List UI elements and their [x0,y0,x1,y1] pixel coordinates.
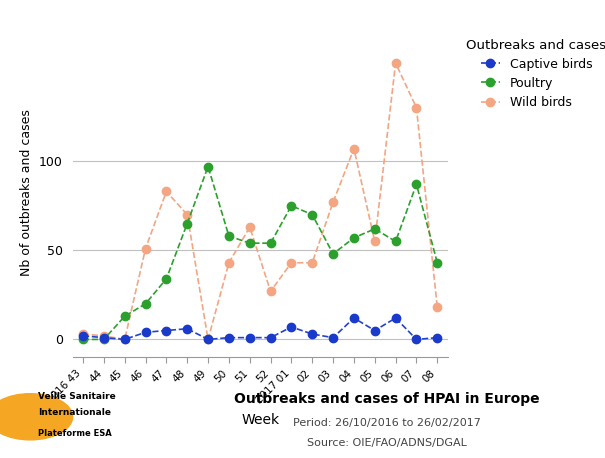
Poultry [413,181,420,187]
Text: Plateforme ESA: Plateforme ESA [38,429,111,438]
Wild birds [392,60,399,66]
Wild birds [267,289,274,294]
Captive birds [288,324,295,330]
Captive birds [142,330,149,335]
Poultry [288,203,295,208]
Text: Period: 26/10/2016 to 26/02/2017: Period: 26/10/2016 to 26/02/2017 [293,418,481,428]
Captive birds [183,326,191,332]
Captive birds [163,328,170,333]
Wild birds [288,260,295,266]
Captive birds [204,337,212,342]
Text: Source: OIE/FAO/ADNS/DGAL: Source: OIE/FAO/ADNS/DGAL [307,438,467,448]
Captive birds [392,315,399,321]
Wild birds [413,105,420,110]
Poultry [100,337,108,342]
Captive birds [246,335,253,340]
Wild birds [309,260,316,266]
Poultry [79,337,87,342]
Text: Outbreaks and cases of HPAI in Europe: Outbreaks and cases of HPAI in Europe [234,392,540,406]
Wild birds [371,239,378,244]
Poultry [330,251,337,256]
Wild birds [225,260,232,266]
Line: Poultry: Poultry [79,162,442,344]
Wild birds [350,146,358,152]
Poultry [142,301,149,306]
X-axis label: Week: Week [241,414,280,427]
Wild birds [142,246,149,251]
Poultry [434,260,441,266]
Poultry [371,226,378,232]
Text: Internationale: Internationale [38,408,111,417]
Wild birds [79,331,87,337]
Poultry [350,235,358,240]
Poultry [204,164,212,169]
Captive birds [79,333,87,338]
Captive birds [309,331,316,337]
Circle shape [0,394,73,440]
Poultry [121,313,128,319]
Wild birds [183,212,191,218]
Captive birds [225,335,232,340]
Poultry [246,240,253,246]
Poultry [225,233,232,239]
Wild birds [246,224,253,230]
Wild birds [100,333,108,338]
Captive birds [350,315,358,321]
Y-axis label: Nb of outbreaks and cases: Nb of outbreaks and cases [21,109,33,276]
Captive birds [434,335,441,340]
Captive birds [121,337,128,342]
Poultry [183,221,191,226]
Poultry [392,239,399,244]
Captive birds [330,335,337,340]
Line: Captive birds: Captive birds [79,314,442,344]
Poultry [267,240,274,246]
Wild birds [204,337,212,342]
Text: Veille Sanitaire: Veille Sanitaire [38,392,116,401]
Wild birds [121,337,128,342]
Wild birds [434,305,441,310]
Poultry [163,276,170,282]
Legend: Captive birds, Poultry, Wild birds: Captive birds, Poultry, Wild birds [462,34,605,114]
Wild birds [163,189,170,194]
Captive birds [413,337,420,342]
Captive birds [267,335,274,340]
Captive birds [100,335,108,340]
Wild birds [330,199,337,205]
Captive birds [371,328,378,333]
Line: Wild birds: Wild birds [79,59,442,344]
Poultry [309,212,316,218]
